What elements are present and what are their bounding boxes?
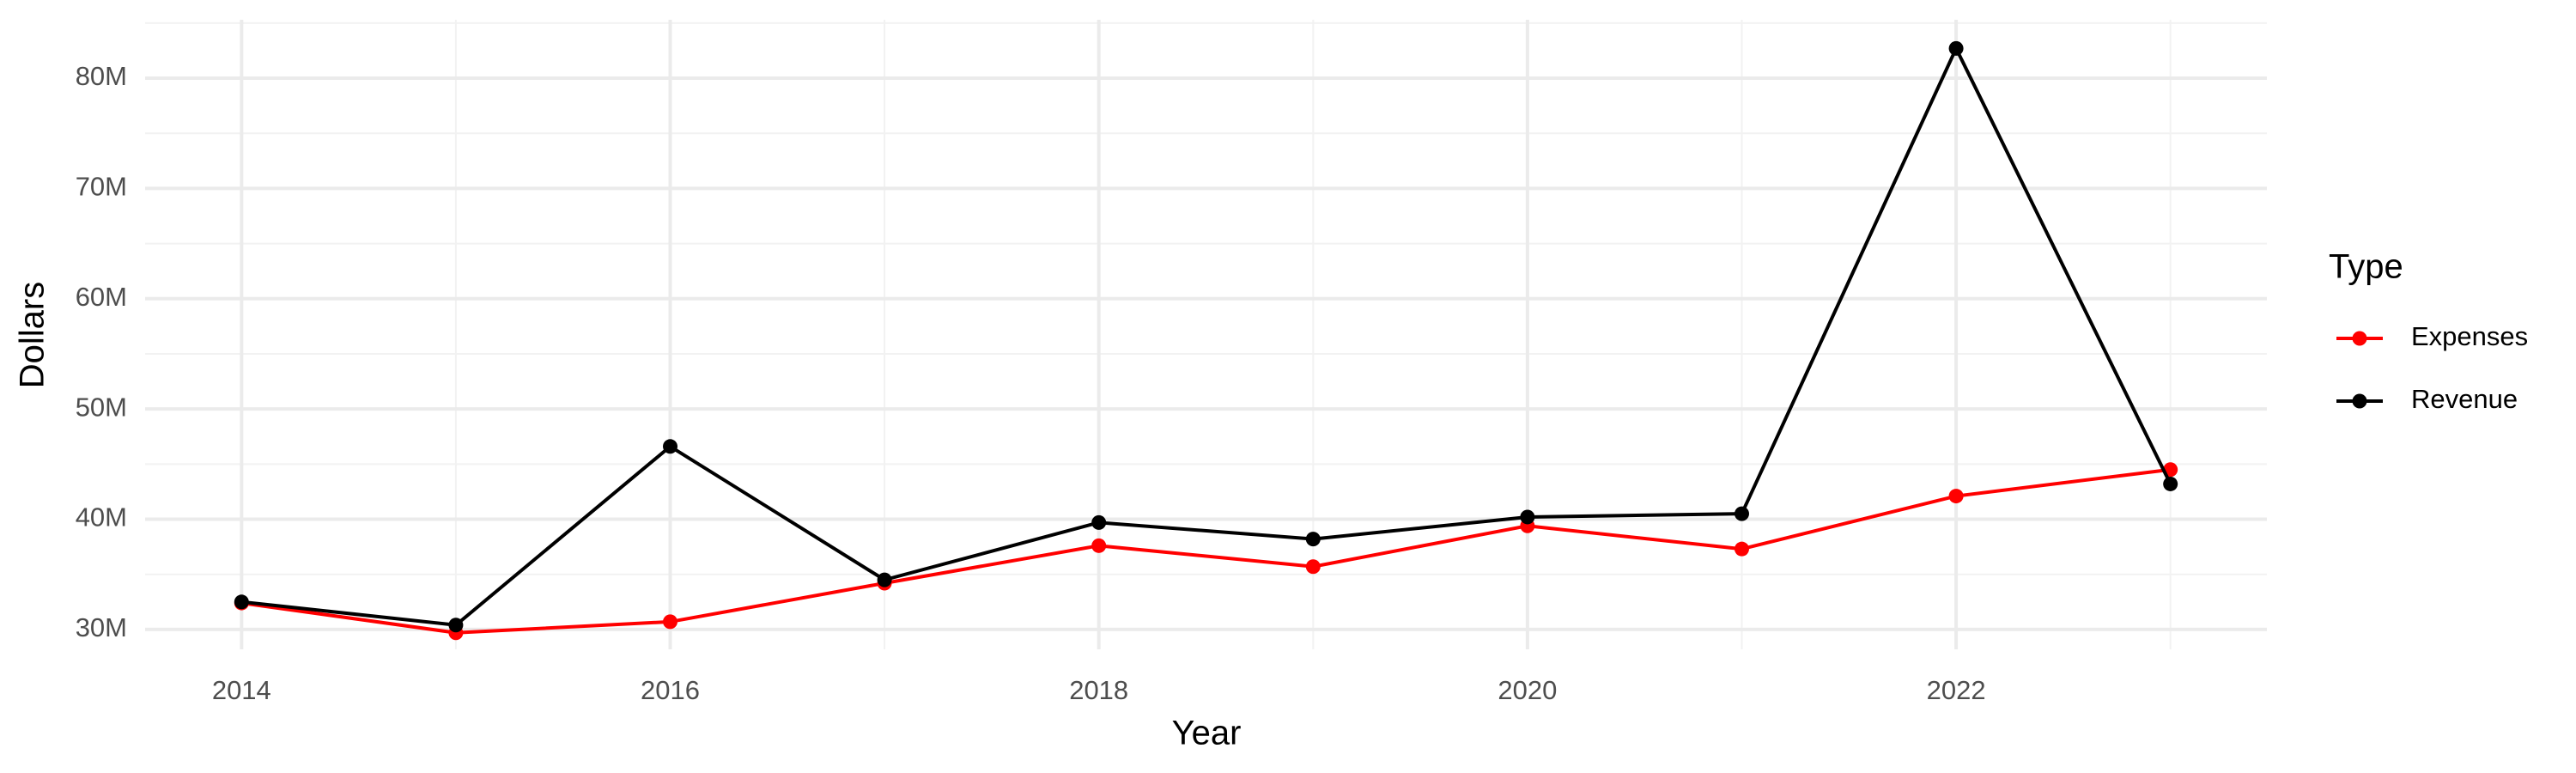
y-tick-label: 60M (76, 282, 127, 312)
x-axis-title: Year (1172, 715, 1242, 752)
data-point (663, 439, 678, 454)
data-point (1948, 40, 1964, 56)
data-point (448, 618, 464, 633)
x-tick-label: 2020 (1498, 675, 1557, 705)
data-point (1305, 559, 1321, 575)
data-point (1091, 538, 1107, 553)
legend-key-point (2352, 331, 2367, 346)
y-tick-label: 30M (76, 612, 127, 642)
data-point (663, 614, 678, 630)
legend-label: Revenue (2411, 384, 2518, 414)
data-point (1520, 509, 1535, 525)
y-tick-label: 40M (76, 502, 127, 533)
x-tick-label: 2018 (1069, 675, 1128, 705)
data-point (1948, 489, 1964, 504)
data-point (1305, 532, 1321, 547)
legend-title: Type (2329, 248, 2403, 286)
data-point (1734, 541, 1749, 557)
x-tick-label: 2016 (641, 675, 700, 705)
data-point (1734, 506, 1749, 521)
data-point (2163, 476, 2178, 491)
legend-label: Expenses (2411, 321, 2528, 351)
legend-key-point (2352, 393, 2367, 409)
x-tick-label: 2014 (212, 675, 271, 705)
data-point (234, 594, 249, 610)
data-point (1091, 514, 1107, 530)
x-tick-label: 2022 (1927, 675, 1986, 705)
series-line (241, 467, 2171, 635)
y-tick-label: 80M (76, 61, 127, 91)
y-tick-label: 50M (76, 392, 127, 422)
series-line (241, 44, 2172, 627)
y-tick-label: 70M (76, 172, 127, 202)
data-point (877, 572, 892, 587)
y-axis-title: Dollars (14, 282, 52, 388)
